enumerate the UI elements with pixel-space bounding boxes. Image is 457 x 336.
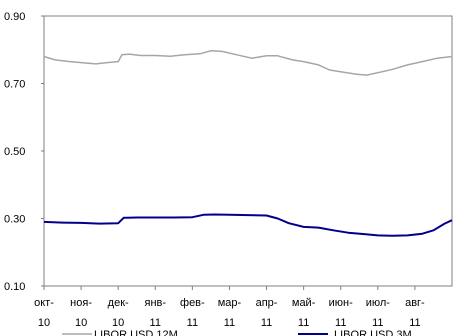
legend: LIBOR USD 12M LIBOR USD 3M <box>62 329 412 336</box>
x-tick-label-month: май- <box>292 297 316 309</box>
x-tick-label-year: 10 <box>38 317 50 329</box>
y-tick-label: 0.50 <box>4 146 25 158</box>
y-axis-ticks: 0.10 0.30 0.50 0.70 0.90 <box>4 11 44 293</box>
x-tick-label-year: 10 <box>75 317 87 329</box>
series-layer <box>43 50 453 237</box>
y-tick-label: 0.30 <box>4 214 25 226</box>
x-tick-label-year: 11 <box>224 317 235 329</box>
x-tick-label-month: фев- <box>180 297 205 309</box>
x-tick-label-year: 11 <box>150 317 161 329</box>
x-tick-label-year: 11 <box>335 317 346 329</box>
y-tick-label: 0.10 <box>4 281 25 293</box>
y-tick-label: 0.70 <box>4 79 25 91</box>
x-tick-label-year: 11 <box>187 317 198 329</box>
y-tick-label: 0.90 <box>4 11 25 23</box>
x-tick-label-month: янв- <box>144 297 166 309</box>
x-tick-label-year: 11 <box>372 317 383 329</box>
series-line-libor-usd-12m <box>43 50 453 76</box>
legend-label: LIBOR USD 12M <box>94 329 178 336</box>
x-tick-label-month: ноя- <box>70 297 92 309</box>
plot-area <box>43 15 453 287</box>
x-tick-label-year: 11 <box>298 317 309 329</box>
x-tick-label-month: окт- <box>34 297 54 309</box>
x-axis-ticks: окт- 10 ноя- 10 дек- 10 янв- 11 фев- 11 мар- 11 апр-… <box>34 286 425 329</box>
x-tick-label-year: 11 <box>261 317 272 329</box>
x-tick-label-month: апр- <box>256 297 278 309</box>
x-tick-label-month: мар- <box>218 297 242 309</box>
x-tick-label-month: дек- <box>108 297 129 309</box>
x-tick-label-month: июл- <box>366 297 391 309</box>
x-tick-label-month: авг- <box>405 297 425 309</box>
x-tick-label-month: июн- <box>329 297 353 309</box>
x-tick-label-year: 10 <box>112 317 124 329</box>
legend-label: LIBOR USD 3M <box>334 329 412 336</box>
x-tick-label-year: 11 <box>409 317 420 329</box>
series-line-libor-usd-3m <box>43 213 453 237</box>
